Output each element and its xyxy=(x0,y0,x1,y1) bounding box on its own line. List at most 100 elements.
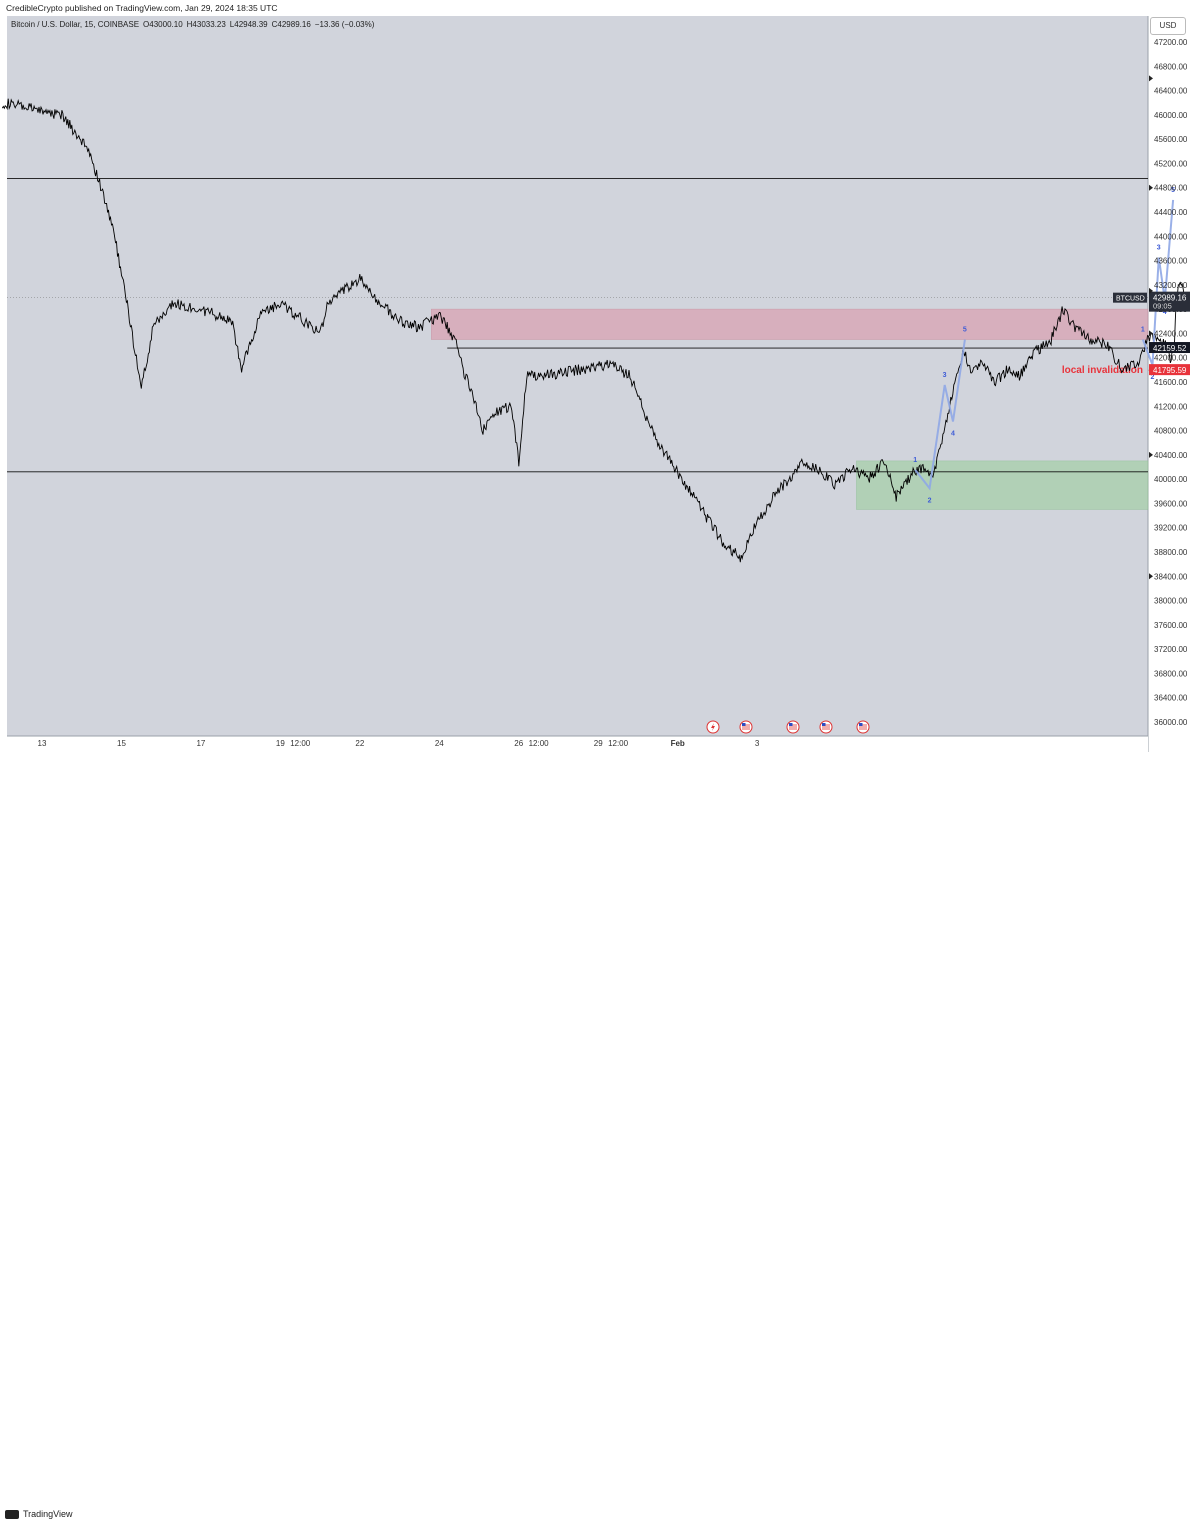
wave-label-5: 5 xyxy=(963,327,967,334)
invalidation-label: local invalidation xyxy=(1062,365,1143,376)
y-tick-label: 44000.00 xyxy=(1154,232,1188,241)
top-bar: CredibleCrypto published on TradingView.… xyxy=(0,0,1200,16)
wave-label-5: 5 xyxy=(1171,187,1175,194)
wave-label-2: 2 xyxy=(1150,374,1154,381)
axis-marker xyxy=(1149,287,1153,294)
wave-label-1: 1 xyxy=(1141,327,1145,334)
y-tick-label: 40400.00 xyxy=(1154,451,1188,460)
flash-glyph xyxy=(711,723,715,731)
y-tick-label: 45200.00 xyxy=(1154,159,1188,168)
price-chart[interactable]: local invalidation 1 2 3 4 5 1 2 3 4 5 47200.00 46… xyxy=(0,0,1200,772)
us-flag-icon[interactable] xyxy=(786,720,800,734)
tradingview-brand: TradingView xyxy=(5,1509,73,1519)
x-tick-label: 24 xyxy=(435,739,444,748)
axis-marker xyxy=(1149,75,1153,82)
level-tag-1 xyxy=(1149,342,1190,354)
level-tag-3 xyxy=(1149,364,1190,376)
y-tick-label: 42400.00 xyxy=(1154,329,1188,338)
wave-projections: 1 2 3 4 5 1 2 3 4 5 xyxy=(913,187,1175,504)
x-tick-labels: 13 15 17 19 12:00 22 24 26 12:00 29 12:00 Feb 3 xyxy=(38,739,760,748)
wave-path-0 xyxy=(914,339,966,491)
symbol-tag-label: BTCUSD xyxy=(1116,296,1145,303)
countdown-label: 09:05 xyxy=(1153,302,1172,311)
y-tick-label: 36800.00 xyxy=(1154,669,1188,678)
x-tick-label: 19 xyxy=(276,739,285,748)
wave-label-1: 1 xyxy=(913,457,917,464)
y-tick-label: 37200.00 xyxy=(1154,645,1188,654)
y-tick-label: 36000.00 xyxy=(1154,718,1188,727)
y-tick-label: 45600.00 xyxy=(1154,135,1188,144)
price-axis[interactable] xyxy=(1148,16,1200,752)
y-tick-label: 44400.00 xyxy=(1154,208,1188,217)
event-icons[interactable] xyxy=(706,720,870,734)
tradingview-logo-icon xyxy=(5,1509,19,1519)
current-price-label: 42989.16 xyxy=(1153,294,1187,303)
us-flag-icon[interactable] xyxy=(819,720,833,734)
level-tag-label: 42159.52 xyxy=(1153,344,1187,353)
y-tick-labels: 47200.00 46800.00 46400.00 46000.00 45600.00… xyxy=(1154,38,1188,727)
wave-path-1 xyxy=(1141,199,1175,366)
price-path xyxy=(1,98,1187,563)
wave-label-4: 4 xyxy=(1163,309,1167,316)
currency-button[interactable]: USD xyxy=(1150,17,1186,35)
current-price-tag xyxy=(1149,291,1190,312)
y-tick-label: 46000.00 xyxy=(1154,111,1188,120)
y-tick-label: 40800.00 xyxy=(1154,427,1188,436)
y-tick-label: 38800.00 xyxy=(1154,548,1188,557)
x-tick-label: 29 xyxy=(594,739,603,748)
y-tick-label: 36400.00 xyxy=(1154,694,1188,703)
horizontal-levels: local invalidation xyxy=(7,178,1167,473)
y-tick-label: 47200.00 xyxy=(1154,38,1188,47)
x-tick-label: 12:00 xyxy=(529,739,550,748)
y-tick-label: 41600.00 xyxy=(1154,378,1188,387)
y-tick-label: 38400.00 xyxy=(1154,572,1188,581)
y-tick-label: 43600.00 xyxy=(1154,257,1188,266)
tradingview-label: TradingView xyxy=(23,1509,73,1519)
flag-canton xyxy=(742,723,746,726)
y-tick-label: 43200.00 xyxy=(1154,281,1188,290)
y-tick-label: 42000.00 xyxy=(1154,354,1188,363)
supply-zone xyxy=(431,308,1149,340)
us-flag-icon[interactable] xyxy=(739,720,753,734)
axis-marker xyxy=(1149,184,1153,191)
wave-label-3: 3 xyxy=(943,372,947,379)
y-tick-label: 38000.00 xyxy=(1154,597,1188,606)
level-tag-label: 41795.59 xyxy=(1153,366,1187,375)
flash-icon[interactable] xyxy=(706,720,720,734)
flag-canton xyxy=(822,723,826,726)
y-tick-label: 37600.00 xyxy=(1154,621,1188,630)
axis-marker xyxy=(1149,451,1153,458)
wave-label-2: 2 xyxy=(928,497,932,504)
x-tick-label: 13 xyxy=(38,739,47,748)
time-axis[interactable] xyxy=(7,736,1148,752)
x-tick-label: 15 xyxy=(117,739,126,748)
zones xyxy=(431,308,1149,510)
x-tick-label: 12:00 xyxy=(608,739,629,748)
plot-area[interactable] xyxy=(7,16,1148,736)
x-tick-label: 3 xyxy=(755,739,760,748)
bottom-bar: TradingView xyxy=(0,752,1200,1519)
y-tick-label: 40000.00 xyxy=(1154,475,1188,484)
x-tick-label: 26 xyxy=(514,739,523,748)
y-tick-label: 41200.00 xyxy=(1154,402,1188,411)
y-tick-label: 39200.00 xyxy=(1154,524,1188,533)
us-flag-icon[interactable] xyxy=(856,720,870,734)
wave-label-4: 4 xyxy=(951,430,955,437)
axis-marker xyxy=(1149,330,1153,337)
demand-zone xyxy=(856,460,1149,510)
axis-marker xyxy=(1149,573,1153,580)
flag-canton xyxy=(789,723,793,726)
legend-symbol: Bitcoin / U.S. Dollar, 15, COINBASE O4300… xyxy=(11,20,375,29)
y-tick-label: 44800.00 xyxy=(1154,184,1188,193)
published-by: CredibleCrypto published on TradingView.… xyxy=(6,3,278,13)
symbol-tag xyxy=(1113,292,1147,303)
flag-canton xyxy=(859,723,863,726)
y-tick-label: 46800.00 xyxy=(1154,62,1188,71)
y-tick-label: 39600.00 xyxy=(1154,499,1188,508)
x-tick-label: 17 xyxy=(196,739,205,748)
y-tick-label: 46400.00 xyxy=(1154,87,1188,96)
wave-label-3: 3 xyxy=(1157,245,1161,252)
x-tick-label: 12:00 xyxy=(290,739,311,748)
price-series xyxy=(1,98,1187,563)
